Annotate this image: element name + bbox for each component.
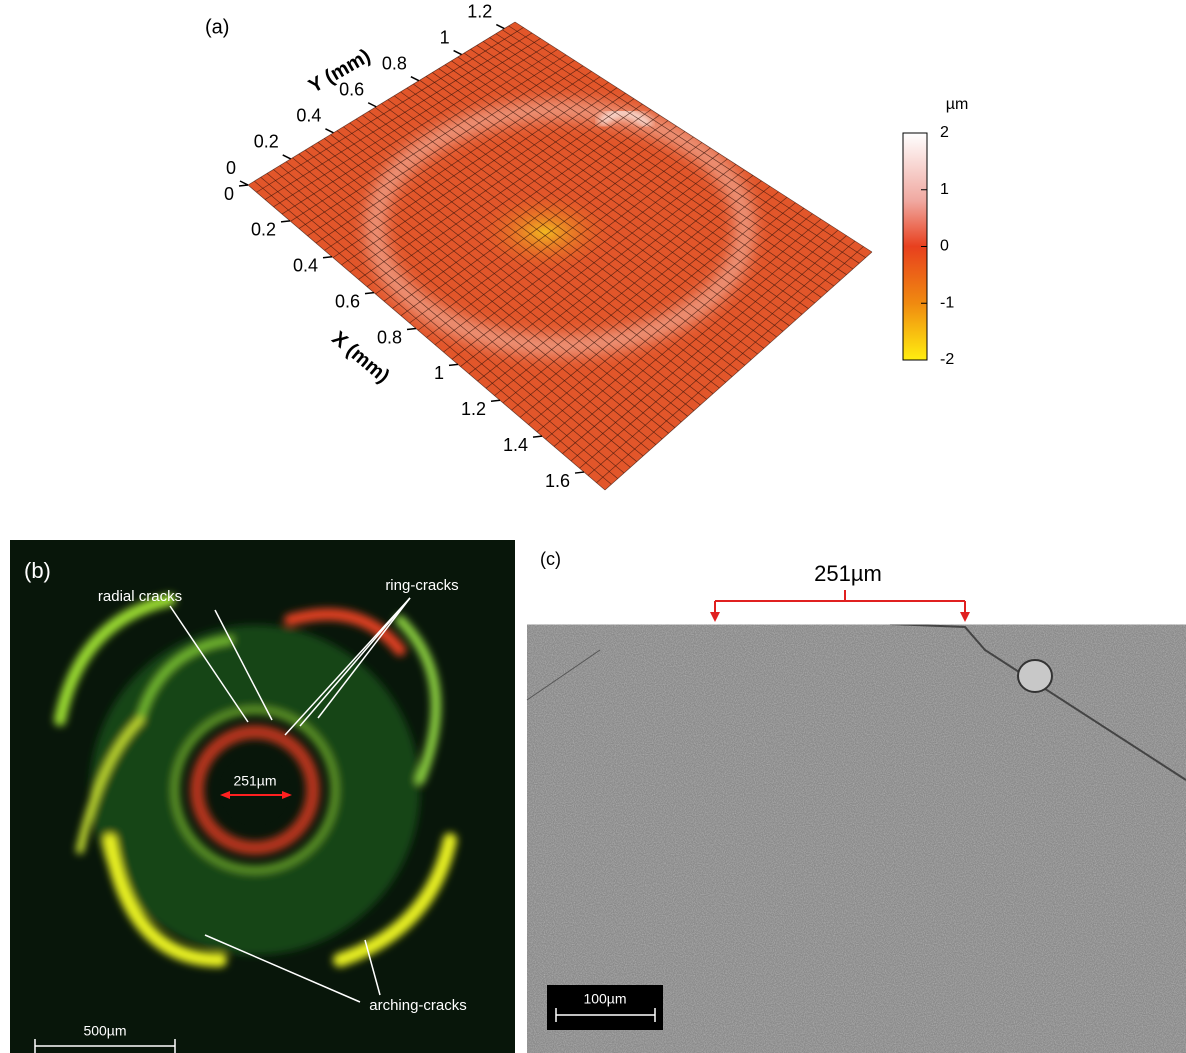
- x-tick: [365, 293, 374, 294]
- colorbar-tick-label: -1: [940, 294, 954, 311]
- y-tick: [240, 181, 248, 185]
- x-tick: [323, 257, 332, 258]
- x-tick: [533, 436, 542, 437]
- figure: (a) Y (mm) X (mm) µm 00.20.40.60.811.21.…: [0, 0, 1186, 1053]
- x-tick-label: 0.8: [377, 327, 402, 347]
- annotation: radial cracks: [98, 588, 182, 605]
- x-tick: [491, 400, 500, 401]
- x-tick-label: 1.6: [545, 471, 570, 491]
- y-tick-label: 0.6: [339, 80, 364, 100]
- colorbar-tick-label: 2: [940, 124, 949, 141]
- scale-bar-label: 500µm: [83, 1023, 126, 1039]
- x-tick-label: 0.6: [335, 291, 360, 311]
- particle: [1018, 660, 1052, 692]
- x-tick: [281, 221, 290, 222]
- y-tick: [411, 77, 419, 81]
- x-tick-label: 1.2: [461, 399, 486, 419]
- panel-a: (a) Y (mm) X (mm) µm 00.20.40.60.811.21.…: [205, 1, 968, 491]
- colorbar-tick-label: -2: [940, 351, 954, 368]
- y-tick: [496, 25, 504, 29]
- panel-c: (c) 251µm 100µm: [527, 549, 1186, 1053]
- colorbar-tick-label: 1: [940, 181, 949, 198]
- y-tick: [454, 51, 462, 55]
- x-tick-label: 0: [224, 184, 234, 204]
- colorbar-tick-label: 0: [940, 238, 949, 255]
- annotation: arching-cracks: [369, 997, 467, 1014]
- y-tick-label: 1.2: [467, 1, 492, 21]
- y-tick-label: 0.2: [254, 132, 279, 152]
- colorbar-unit: µm: [946, 96, 969, 113]
- x-tick-label: 0.4: [293, 256, 318, 276]
- x-tick: [575, 472, 584, 473]
- panel-label: (c): [540, 549, 561, 569]
- panel-label: (a): [205, 16, 229, 38]
- scale-bar-label: 100µm: [583, 991, 626, 1007]
- x-tick-label: 0.2: [251, 220, 276, 240]
- y-tick-label: 0: [226, 158, 236, 178]
- panel-b: (b) radial cracks ring-cracks arching-cr…: [10, 540, 515, 1053]
- y-tick-label: 1: [440, 27, 450, 47]
- panel-label: (b): [24, 558, 51, 583]
- x-tick: [449, 364, 458, 365]
- indent: [219, 754, 291, 826]
- x-tick-label: 1: [434, 363, 444, 383]
- indent-width: 251µm: [814, 561, 882, 586]
- width-bracket: [710, 590, 970, 622]
- x-tick: [407, 329, 416, 330]
- y-tick: [283, 155, 291, 159]
- y-tick-label: 0.8: [382, 53, 407, 73]
- annotation: ring-cracks: [385, 577, 458, 594]
- y-tick: [368, 103, 376, 107]
- y-tick: [325, 129, 333, 133]
- indent-diameter: 251µm: [233, 773, 276, 789]
- y-tick-label: 0.4: [296, 106, 321, 126]
- x-tick-label: 1.4: [503, 435, 528, 455]
